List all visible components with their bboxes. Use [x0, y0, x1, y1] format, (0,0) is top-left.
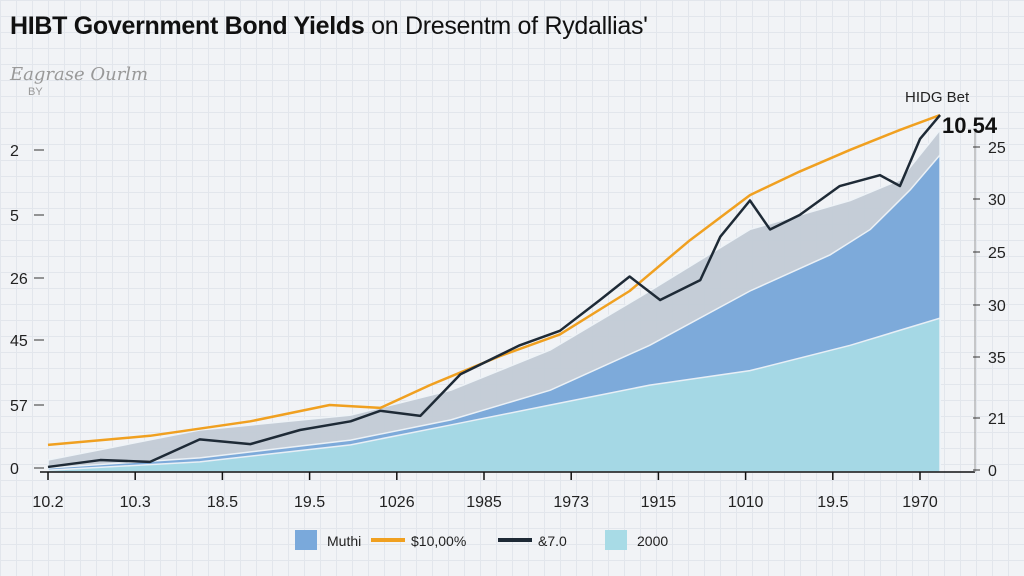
chart-title: HIBT Government Bond Yields on Dresentm …	[10, 12, 648, 41]
right-tick-label: 25	[988, 140, 1006, 157]
right-tick-label: 30	[988, 192, 1006, 209]
title-bold: HIBT Government Bond Yields	[10, 12, 365, 40]
right-tick-label: 30	[988, 298, 1006, 315]
x-tick-label: 18.5	[207, 494, 238, 511]
legend-label: 2000	[637, 533, 668, 549]
x-tick-label: 1010	[728, 494, 764, 511]
x-tick-label: 19.5	[294, 494, 325, 511]
right-tick-label: 0	[988, 463, 997, 480]
right-tick-label: 35	[988, 350, 1006, 367]
x-tick-label: 1970	[902, 494, 938, 511]
legend-swatch	[605, 530, 627, 550]
right-tick-label: 21	[988, 411, 1006, 428]
right-tick-label: 25	[988, 245, 1006, 262]
x-tick-label: 1026	[379, 494, 415, 511]
x-tick-label: 10.3	[120, 494, 151, 511]
left-tick-label: 45	[10, 333, 28, 350]
x-tick-label: 19.5	[817, 494, 848, 511]
left-tick-label: 2	[10, 143, 19, 160]
annotation-value: 10.54	[942, 113, 998, 138]
subtitle-note: BY	[28, 86, 43, 98]
x-tick-label: 1973	[553, 494, 589, 511]
annotation-label: HIDG Bet	[905, 89, 970, 106]
x-tick-label: 1915	[641, 494, 677, 511]
title-rest: on Dresentm of Rydallias'	[364, 12, 648, 40]
left-tick-label: 5	[10, 208, 19, 225]
area-2000	[47, 317, 941, 473]
legend-label: Muthi	[327, 533, 361, 549]
left-tick-label: 26	[10, 271, 28, 288]
legend-label: $10,00%	[411, 533, 466, 549]
left-tick-label: 57	[10, 398, 28, 415]
legend-label: &7.0	[538, 533, 567, 549]
left-tick-label: 0	[10, 461, 19, 478]
x-tick-label: 1985	[466, 494, 502, 511]
x-tick-label: 10.2	[32, 494, 63, 511]
chart-subtitle: Eagrase Ourlm	[10, 64, 149, 85]
legend-swatch	[295, 530, 317, 550]
